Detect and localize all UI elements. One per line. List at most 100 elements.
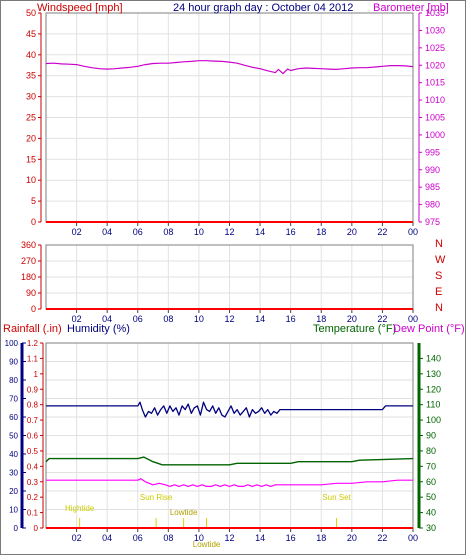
temperature-series-line (45, 456, 414, 466)
temperature-tick-label: 50 (426, 492, 436, 502)
humidity-tick-label: 90 (9, 358, 18, 367)
direction-tick-label: 270 (21, 256, 36, 266)
barometer-tick-label: 1015 (425, 78, 445, 88)
annotation-label: Sun Rise (140, 493, 173, 502)
rainfall-tick-label: 1.1 (27, 354, 39, 363)
temperature-tick-label: 130 (426, 369, 441, 379)
bot-x-tick-label: 10 (194, 533, 204, 543)
mid-x-tick-label: 16 (286, 314, 296, 324)
windspeed-tick-label: 35 (26, 71, 36, 81)
bot-x-tick-label: 02 (72, 533, 82, 543)
compass-label: N (435, 302, 443, 314)
barometer-tick-label: 995 (425, 147, 440, 157)
mid-x-tick-label: 12 (224, 314, 234, 324)
rainfall-tick-label: 0.3 (27, 478, 39, 487)
dewpoint-series-line (46, 478, 413, 487)
bot-x-tick-label: 14 (255, 533, 265, 543)
humidity-tick-label: 70 (9, 395, 18, 404)
top-x-tick-label: 12 (224, 227, 234, 237)
humidity-tick-label: 50 (9, 432, 18, 441)
humidity-tick-label: 60 (9, 413, 18, 422)
bot-x-tick-label: 00 (408, 533, 418, 543)
annotation-label: Lowtide (170, 508, 198, 517)
barometer-tick-label: 985 (425, 182, 440, 192)
temperature-tick-label: 70 (426, 461, 436, 471)
top-x-tick-label: 02 (72, 227, 82, 237)
rainfall-tick-label: 0.5 (27, 447, 39, 456)
windspeed-tick-label: 40 (26, 50, 36, 60)
top-x-tick-label: 18 (316, 227, 326, 237)
windspeed-tick-label: 45 (26, 29, 36, 39)
windspeed-tick-label: 20 (26, 133, 36, 143)
barometer-tick-label: 1025 (425, 43, 445, 53)
top-x-tick-label: 22 (377, 227, 387, 237)
mid-x-tick-label: 14 (255, 314, 265, 324)
direction-tick-label: 90 (26, 288, 36, 298)
temperature-tick-label: 140 (426, 353, 441, 363)
rainfall-tick-label: 0 (34, 524, 39, 533)
top-x-tick-label: 06 (133, 227, 143, 237)
top-x-tick-label: 20 (347, 227, 357, 237)
humidity-tick-label: 10 (9, 506, 18, 515)
windspeed-tick-label: 15 (26, 154, 36, 164)
top-x-tick-label: 16 (286, 227, 296, 237)
barometer-tick-label: 980 (425, 200, 440, 210)
chart-title: 24 hour graph day : October 04 2012 (173, 2, 353, 14)
mid-x-tick-label: 18 (316, 314, 326, 324)
bot-x-tick-label: 20 (347, 533, 357, 543)
direction-tick-label: 180 (21, 272, 36, 282)
mid-x-tick-label: 04 (102, 314, 112, 324)
rainfall-tick-label: 1 (34, 370, 39, 379)
top-x-tick-label: 04 (102, 227, 112, 237)
top-x-tick-label: 10 (194, 227, 204, 237)
rainfall-tick-label: 0.2 (27, 493, 39, 502)
mid-x-tick-label: 22 (377, 314, 387, 324)
humidity-tick-label: 80 (9, 376, 18, 385)
compass-label: S (435, 270, 442, 282)
barometer-axis-label: Barometer [mb] (373, 2, 449, 14)
barometer-tick-label: 1030 (425, 25, 445, 35)
barometer-tick-label: 1035 (425, 8, 445, 18)
temperature-tick-label: 110 (426, 400, 440, 410)
dewpoint-axis-label: Dew Point (°F) (393, 323, 465, 335)
temperature-tick-label: 30 (426, 523, 436, 533)
windspeed-tick-label: 50 (26, 8, 36, 18)
rainfall-tick-label: 0.8 (27, 401, 39, 410)
humidity-axis-label: Humidity (%) (67, 323, 130, 335)
mid-x-tick-label: 06 (133, 314, 143, 324)
rainfall-tick-label: 1.2 (27, 339, 39, 348)
barometer-tick-label: 1020 (425, 60, 445, 70)
windspeed-tick-label: 30 (26, 92, 36, 102)
barometer-series-line (45, 60, 414, 75)
humidity-tick-label: 40 (9, 450, 18, 459)
bot-x-tick-label: 04 (102, 533, 112, 543)
temperature-tick-label: 60 (426, 477, 436, 487)
top-x-tick-label: 14 (255, 227, 265, 237)
barometer-tick-label: 975 (425, 217, 440, 227)
mid-x-tick-label: 08 (163, 314, 173, 324)
humidity-tick-label: 100 (5, 339, 19, 348)
humidity-tick-label: 20 (9, 487, 18, 496)
direction-tick-label: 0 (31, 304, 36, 314)
mid-x-tick-label: 10 (194, 314, 204, 324)
annotation-label: Sun Set (322, 493, 351, 502)
bot-x-tick-label: 06 (133, 533, 143, 543)
annotation-label: Lowtide (193, 540, 221, 549)
temperature-tick-label: 80 (426, 446, 436, 456)
windspeed-tick-label: 5 (31, 196, 36, 206)
rainfall-tick-label: 0.6 (27, 432, 39, 441)
windspeed-axis-label: Windspeed [mph] (37, 2, 123, 14)
rainfall-tick-label: 0.4 (27, 462, 39, 471)
bot-x-tick-label: 16 (286, 533, 296, 543)
windspeed-tick-label: 25 (26, 113, 36, 123)
rainfall-axis-label: Rainfall (.in) (3, 323, 62, 335)
bot-x-tick-label: 12 (224, 533, 234, 543)
mid-x-tick-label: 02 (72, 314, 82, 324)
rainfall-tick-label: 0.9 (27, 385, 39, 394)
temperature-tick-label: 100 (426, 415, 441, 425)
temperature-axis-label: Temperature (°F) (313, 323, 396, 335)
temperature-tick-label: 90 (426, 431, 436, 441)
